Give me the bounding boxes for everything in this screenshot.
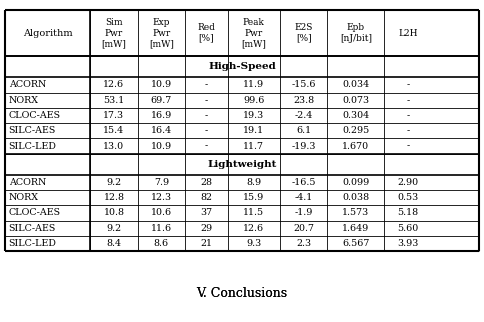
Text: 0.034: 0.034 bbox=[342, 80, 369, 90]
Text: V. Conclusions: V. Conclusions bbox=[197, 287, 287, 299]
Text: -1.9: -1.9 bbox=[294, 208, 313, 217]
Text: NORX: NORX bbox=[9, 193, 39, 202]
Text: 19.1: 19.1 bbox=[243, 126, 264, 135]
Text: 99.6: 99.6 bbox=[243, 96, 265, 105]
Text: 10.8: 10.8 bbox=[104, 208, 124, 217]
Text: 16.4: 16.4 bbox=[151, 126, 172, 135]
Text: 11.9: 11.9 bbox=[243, 80, 264, 90]
Text: Algorithm: Algorithm bbox=[23, 29, 72, 37]
Text: 8.4: 8.4 bbox=[106, 239, 121, 248]
Text: 15.4: 15.4 bbox=[104, 126, 124, 135]
Text: 28: 28 bbox=[200, 178, 212, 187]
Text: Lightweight: Lightweight bbox=[207, 160, 277, 169]
Text: 10.9: 10.9 bbox=[151, 80, 172, 90]
Text: -: - bbox=[407, 126, 409, 135]
Text: 3.93: 3.93 bbox=[397, 239, 419, 248]
Text: -: - bbox=[205, 80, 208, 90]
Text: 15.9: 15.9 bbox=[243, 193, 264, 202]
Text: 6.1: 6.1 bbox=[296, 126, 311, 135]
Text: 0.304: 0.304 bbox=[342, 111, 369, 120]
Text: 0.295: 0.295 bbox=[342, 126, 369, 135]
Text: -15.6: -15.6 bbox=[291, 80, 316, 90]
Text: -: - bbox=[407, 80, 409, 90]
Text: 53.1: 53.1 bbox=[103, 96, 124, 105]
Text: -16.5: -16.5 bbox=[291, 178, 316, 187]
Text: -: - bbox=[205, 96, 208, 105]
Text: 8.6: 8.6 bbox=[154, 239, 169, 248]
Text: ACORN: ACORN bbox=[9, 80, 46, 90]
Text: 69.7: 69.7 bbox=[151, 96, 172, 105]
Text: 9.2: 9.2 bbox=[106, 178, 121, 187]
Text: 11.7: 11.7 bbox=[243, 142, 264, 151]
Text: V. Conclusions: V. Conclusions bbox=[197, 287, 287, 299]
Text: 10.9: 10.9 bbox=[151, 142, 172, 151]
Text: 13.0: 13.0 bbox=[104, 142, 124, 151]
Text: 0.53: 0.53 bbox=[397, 193, 419, 202]
Text: 12.8: 12.8 bbox=[104, 193, 124, 202]
Text: 0.099: 0.099 bbox=[342, 178, 369, 187]
Text: 2.3: 2.3 bbox=[296, 239, 311, 248]
Text: -2.4: -2.4 bbox=[295, 111, 313, 120]
Text: 9.2: 9.2 bbox=[106, 224, 121, 233]
Text: 37: 37 bbox=[200, 208, 212, 217]
Text: 10.6: 10.6 bbox=[151, 208, 172, 217]
Text: 16.9: 16.9 bbox=[151, 111, 172, 120]
Text: 82: 82 bbox=[200, 193, 212, 202]
Text: 20.7: 20.7 bbox=[293, 224, 314, 233]
Text: -: - bbox=[407, 142, 409, 151]
Text: Peak
Pwr
[mW]: Peak Pwr [mW] bbox=[242, 18, 266, 48]
Text: -: - bbox=[205, 142, 208, 151]
Text: 5.18: 5.18 bbox=[397, 208, 419, 217]
Text: High-Speed: High-Speed bbox=[208, 62, 276, 71]
Text: ACORN: ACORN bbox=[9, 178, 46, 187]
Text: 8.9: 8.9 bbox=[246, 178, 261, 187]
Text: 12.6: 12.6 bbox=[104, 80, 124, 90]
Text: E2S
[%]: E2S [%] bbox=[294, 23, 313, 43]
Text: 12.3: 12.3 bbox=[151, 193, 172, 202]
Text: 1.649: 1.649 bbox=[342, 224, 369, 233]
Text: 23.8: 23.8 bbox=[293, 96, 314, 105]
Text: 1.573: 1.573 bbox=[342, 208, 369, 217]
Text: SILC-LED: SILC-LED bbox=[9, 239, 57, 248]
Text: NORX: NORX bbox=[9, 96, 39, 105]
Text: L2H: L2H bbox=[398, 29, 418, 37]
Text: -4.1: -4.1 bbox=[295, 193, 313, 202]
Text: 2.90: 2.90 bbox=[397, 178, 419, 187]
Text: 0.073: 0.073 bbox=[342, 96, 369, 105]
Text: 9.3: 9.3 bbox=[246, 239, 261, 248]
Text: 11.6: 11.6 bbox=[151, 224, 172, 233]
Text: Sim
Pwr
[mW]: Sim Pwr [mW] bbox=[102, 18, 126, 48]
Text: -: - bbox=[205, 126, 208, 135]
Text: Exp
Pwr
[mW]: Exp Pwr [mW] bbox=[149, 18, 174, 48]
Text: SILC-LED: SILC-LED bbox=[9, 142, 57, 151]
Text: Red
[%]: Red [%] bbox=[197, 23, 215, 43]
Text: 1.670: 1.670 bbox=[342, 142, 369, 151]
Text: 0.038: 0.038 bbox=[342, 193, 369, 202]
Text: 21: 21 bbox=[200, 239, 212, 248]
Text: 12.6: 12.6 bbox=[243, 224, 264, 233]
Text: 11.5: 11.5 bbox=[243, 208, 264, 217]
Text: CLOC-AES: CLOC-AES bbox=[9, 111, 61, 120]
Text: SILC-AES: SILC-AES bbox=[9, 126, 56, 135]
Text: 19.3: 19.3 bbox=[243, 111, 264, 120]
Text: -: - bbox=[407, 111, 409, 120]
Text: 6.567: 6.567 bbox=[342, 239, 369, 248]
Text: 5.60: 5.60 bbox=[397, 224, 419, 233]
Text: CLOC-AES: CLOC-AES bbox=[9, 208, 61, 217]
Text: 17.3: 17.3 bbox=[104, 111, 124, 120]
Text: 7.9: 7.9 bbox=[154, 178, 169, 187]
Text: -: - bbox=[205, 111, 208, 120]
Text: SILC-AES: SILC-AES bbox=[9, 224, 56, 233]
Text: -19.3: -19.3 bbox=[291, 142, 316, 151]
Text: 29: 29 bbox=[200, 224, 212, 233]
Text: -: - bbox=[407, 96, 409, 105]
Text: Epb
[nJ/bit]: Epb [nJ/bit] bbox=[340, 23, 372, 43]
